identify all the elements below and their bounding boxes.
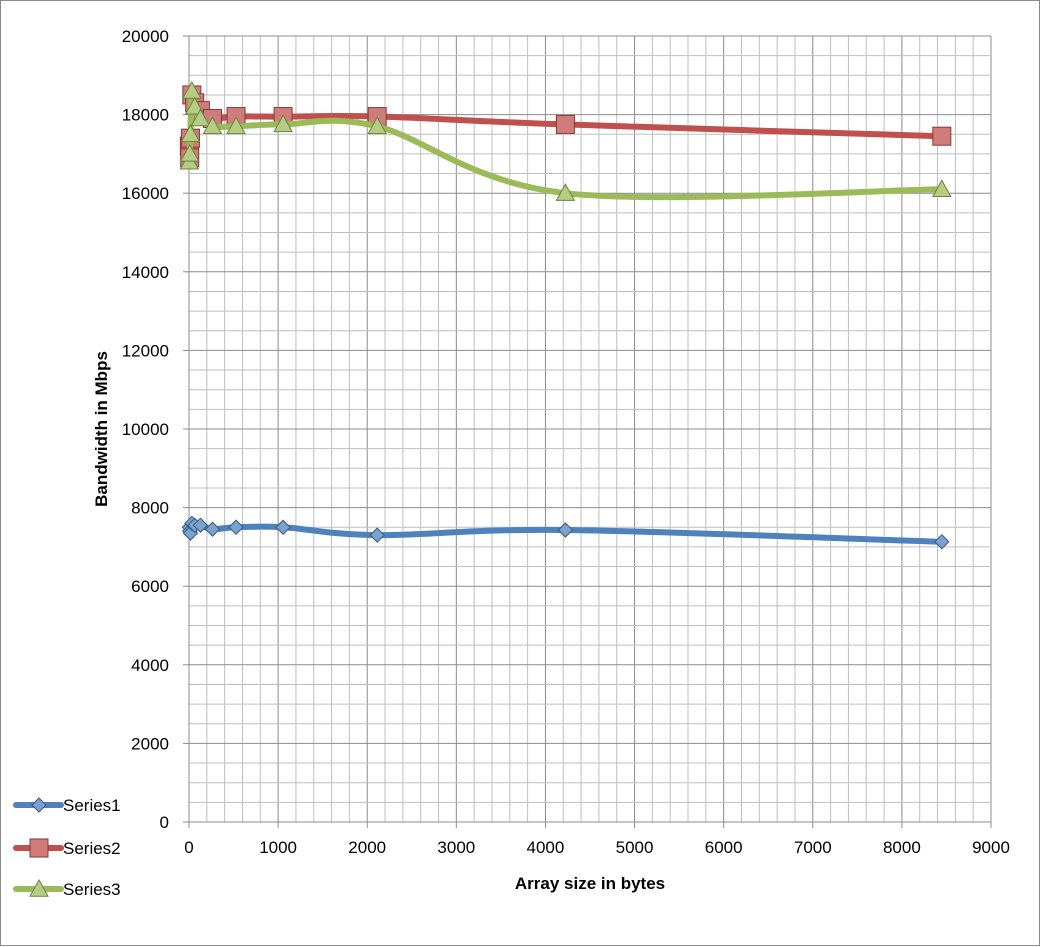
y-tick-label: 0 <box>160 813 169 832</box>
x-tick-label: 4000 <box>527 838 565 857</box>
x-tick-label: 6000 <box>705 838 743 857</box>
series-3 <box>179 80 952 201</box>
legend-item: Series2 <box>13 838 121 858</box>
data-point <box>555 114 575 134</box>
data-point <box>275 519 291 535</box>
legend-label: Series2 <box>63 839 121 858</box>
legend-item: Series3 <box>13 878 121 899</box>
data-point <box>555 183 576 201</box>
x-tick-label: 0 <box>184 838 193 857</box>
y-axis-ticks: 0 2000 4000 6000 8000 10000 12000 14000 16000 180… <box>122 27 189 832</box>
x-tick-label: 7000 <box>794 838 832 857</box>
legend-marker <box>31 797 47 813</box>
x-tick-label: 5000 <box>616 838 654 857</box>
legend-marker <box>29 838 49 858</box>
y-tick-label: 18000 <box>122 106 169 125</box>
legend: Series1 Series2 Series3 <box>13 796 121 899</box>
data-point <box>179 143 200 162</box>
data-point <box>192 517 209 533</box>
legend-label: Series1 <box>63 796 121 815</box>
x-tick-label: 2000 <box>348 838 386 857</box>
x-axis-title: Array size in bytes <box>515 874 665 893</box>
series-line <box>186 87 945 201</box>
data-point <box>932 126 952 146</box>
legend-item: Series1 <box>13 796 121 815</box>
data-point <box>190 108 211 127</box>
data-point <box>367 116 388 135</box>
grid <box>188 35 992 823</box>
data-point <box>184 96 205 115</box>
y-tick-label: 20000 <box>122 27 169 46</box>
y-tick-label: 6000 <box>131 577 169 596</box>
y-tick-label: 10000 <box>122 420 169 439</box>
y-tick-label: 2000 <box>131 734 169 753</box>
data-point <box>273 114 293 133</box>
y-tick-label: 14000 <box>122 263 169 282</box>
y-tick-label: 8000 <box>131 499 169 518</box>
data-point <box>182 80 202 99</box>
data-point <box>204 521 221 537</box>
data-point <box>557 522 574 538</box>
data-point <box>931 179 952 197</box>
legend-marker <box>29 878 49 897</box>
y-tick-label: 16000 <box>122 184 169 203</box>
y-tick-label: 4000 <box>131 656 169 675</box>
y-tick-label: 12000 <box>122 341 169 360</box>
legend-label: Series3 <box>63 880 121 899</box>
y-axis-title: Bandwidth in Mbps <box>92 351 111 507</box>
data-point <box>934 534 950 550</box>
series-1 <box>181 515 950 550</box>
data-point <box>228 519 244 535</box>
x-tick-label: 8000 <box>883 838 921 857</box>
x-tick-label: 9000 <box>972 838 1010 857</box>
x-tick-label: 3000 <box>437 838 475 857</box>
x-tick-label: 1000 <box>259 838 297 857</box>
data-point <box>202 116 223 135</box>
data-point <box>180 124 201 142</box>
x-axis-ticks: 0 1000 2000 3000 4000 5000 6000 7000 8000 9000 <box>184 822 1010 857</box>
series <box>179 80 952 550</box>
data-point <box>226 116 246 135</box>
data-point <box>369 527 385 543</box>
